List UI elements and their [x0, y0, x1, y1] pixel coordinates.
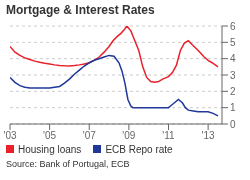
svg-text:0: 0 — [230, 119, 236, 130]
svg-text:3: 3 — [230, 70, 236, 81]
svg-text:'07: '07 — [83, 130, 96, 141]
html-text:Mortgage & Interest Rates: Mortgage & Interest Rates — [6, 3, 155, 17]
html-text:Housing loans: Housing loans — [18, 143, 82, 155]
svg-text:5: 5 — [230, 37, 236, 48]
html-text:Source: Bank of Portugal, ECB: Source: Bank of Portugal, ECB — [6, 159, 130, 169]
svg-text:'05: '05 — [43, 130, 56, 141]
svg-text:'03: '03 — [3, 130, 16, 141]
svg-text:'13: '13 — [202, 130, 215, 141]
svg-text:'11: '11 — [162, 130, 175, 141]
svg-text:1: 1 — [230, 102, 236, 113]
svg-text:4: 4 — [230, 53, 236, 64]
svg-text:2: 2 — [230, 86, 236, 97]
html-text:ECB Repo rate: ECB Repo rate — [105, 143, 173, 155]
svg-text:'09: '09 — [122, 130, 135, 141]
svg-text:6: 6 — [230, 21, 236, 32]
